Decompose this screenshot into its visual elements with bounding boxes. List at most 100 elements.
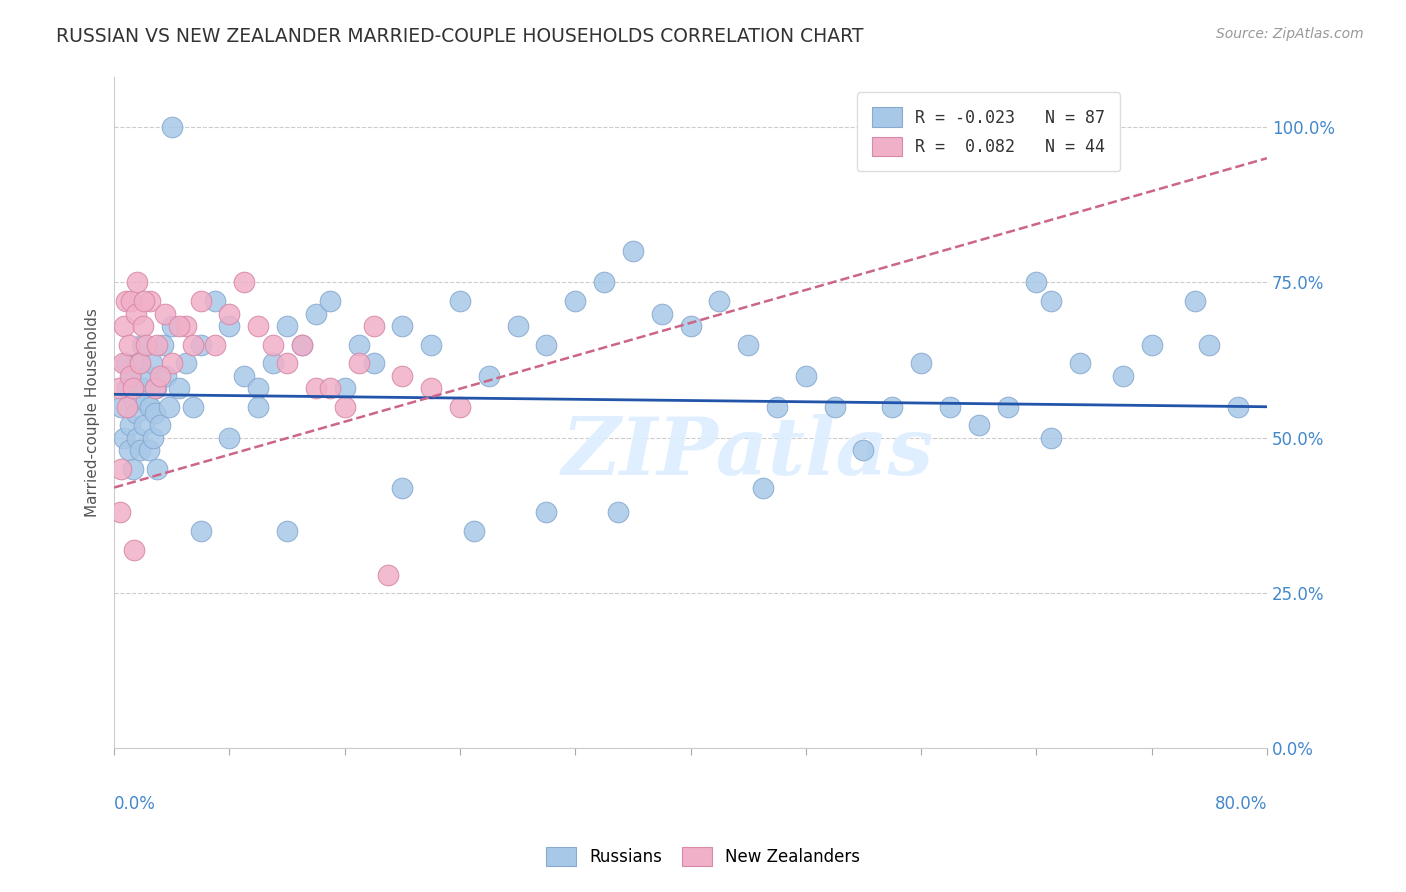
Point	[1112, 368, 1135, 383]
Text: RUSSIAN VS NEW ZEALANDER MARRIED-COUPLE HOUSEHOLDS CORRELATION CHART: RUSSIAN VS NEW ZEALANDER MARRIED-COUPLE …	[56, 27, 863, 45]
Point	[129, 356, 152, 370]
Point	[276, 524, 298, 538]
Point	[174, 318, 197, 333]
Point	[463, 524, 485, 538]
Point	[1184, 294, 1206, 309]
Point	[108, 505, 131, 519]
Point	[190, 337, 212, 351]
Point	[593, 276, 616, 290]
Point	[218, 431, 240, 445]
Point	[607, 505, 630, 519]
Point	[536, 337, 558, 351]
Point	[1227, 400, 1250, 414]
Point	[117, 443, 139, 458]
Text: ZIPatlas: ZIPatlas	[562, 415, 934, 492]
Point	[204, 294, 226, 309]
Point	[152, 337, 174, 351]
Point	[377, 567, 399, 582]
Point	[290, 337, 312, 351]
Point	[160, 318, 183, 333]
Point	[167, 318, 190, 333]
Point	[167, 381, 190, 395]
Point	[138, 443, 160, 458]
Point	[967, 418, 990, 433]
Text: 80.0%: 80.0%	[1215, 796, 1267, 814]
Point	[651, 307, 673, 321]
Point	[127, 276, 149, 290]
Point	[134, 294, 156, 309]
Point	[420, 381, 443, 395]
Point	[333, 381, 356, 395]
Point	[737, 337, 759, 351]
Point	[536, 505, 558, 519]
Point	[125, 307, 148, 321]
Point	[160, 120, 183, 135]
Point	[882, 400, 904, 414]
Point	[112, 431, 135, 445]
Point	[679, 318, 702, 333]
Point	[157, 400, 180, 414]
Point	[129, 443, 152, 458]
Point	[232, 276, 254, 290]
Point	[939, 400, 962, 414]
Point	[174, 356, 197, 370]
Point	[1069, 356, 1091, 370]
Point	[363, 356, 385, 370]
Point	[190, 524, 212, 538]
Point	[247, 318, 270, 333]
Point	[305, 381, 328, 395]
Point	[319, 294, 342, 309]
Point	[262, 337, 284, 351]
Point	[319, 381, 342, 395]
Point	[127, 431, 149, 445]
Point	[247, 381, 270, 395]
Point	[1140, 337, 1163, 351]
Point	[143, 406, 166, 420]
Point	[124, 542, 146, 557]
Point	[122, 381, 145, 395]
Point	[132, 381, 155, 395]
Point	[564, 294, 586, 309]
Point	[111, 356, 134, 370]
Point	[276, 318, 298, 333]
Point	[1039, 294, 1062, 309]
Point	[218, 318, 240, 333]
Point	[232, 368, 254, 383]
Point	[391, 481, 413, 495]
Point	[218, 307, 240, 321]
Point	[852, 443, 875, 458]
Point	[136, 368, 159, 383]
Point	[121, 294, 143, 309]
Point	[262, 356, 284, 370]
Point	[363, 318, 385, 333]
Point	[125, 406, 148, 420]
Point	[143, 381, 166, 395]
Point	[621, 244, 644, 259]
Text: 0.0%: 0.0%	[114, 796, 156, 814]
Point	[131, 337, 153, 351]
Point	[110, 400, 132, 414]
Point	[146, 462, 169, 476]
Point	[145, 381, 167, 395]
Point	[347, 356, 370, 370]
Point	[1039, 431, 1062, 445]
Point	[124, 393, 146, 408]
Legend: R = -0.023   N = 87, R =  0.082   N = 44: R = -0.023 N = 87, R = 0.082 N = 44	[856, 93, 1121, 171]
Point	[1025, 276, 1047, 290]
Point	[155, 368, 177, 383]
Point	[114, 294, 136, 309]
Y-axis label: Married-couple Households: Married-couple Households	[86, 309, 100, 517]
Point	[112, 318, 135, 333]
Point	[118, 368, 141, 383]
Point	[110, 462, 132, 476]
Point	[139, 400, 162, 414]
Point	[149, 418, 172, 433]
Point	[139, 294, 162, 309]
Point	[132, 318, 155, 333]
Point	[391, 368, 413, 383]
Point	[247, 400, 270, 414]
Point	[1198, 337, 1220, 351]
Point	[766, 400, 789, 414]
Point	[107, 381, 129, 395]
Point	[305, 307, 328, 321]
